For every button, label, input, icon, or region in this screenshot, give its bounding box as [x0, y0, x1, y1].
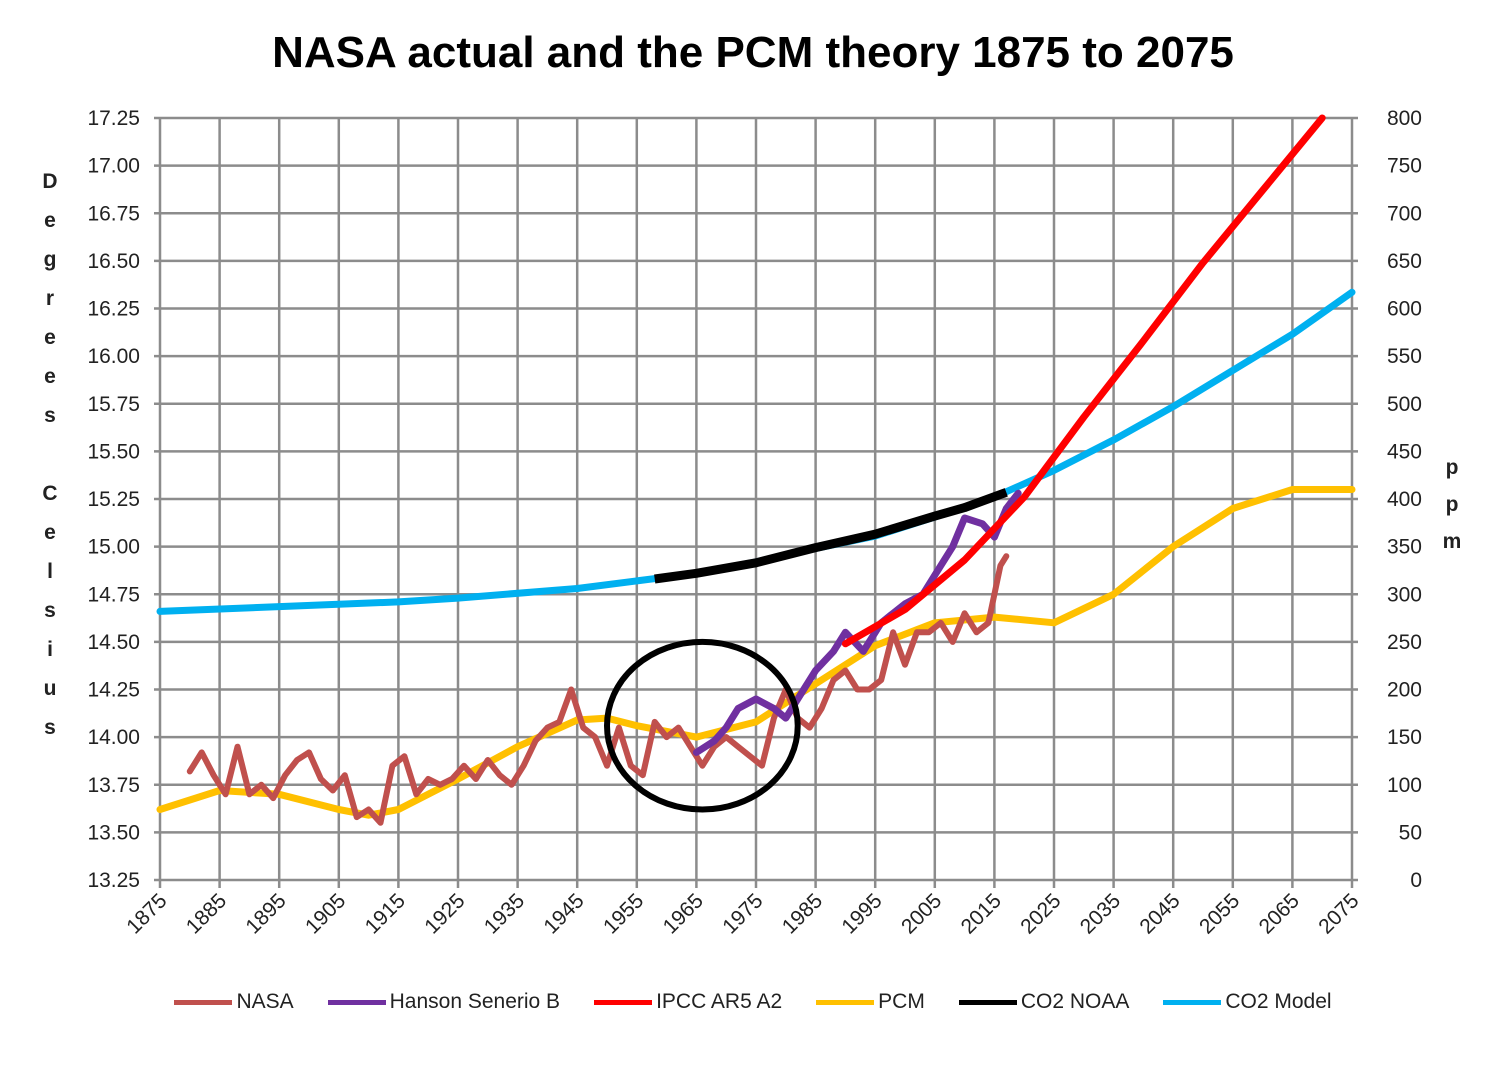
- legend-item: CO2 Model: [1163, 990, 1332, 1014]
- x-tick-label: 2055: [1195, 889, 1244, 938]
- legend-swatch: [1163, 999, 1222, 1005]
- y-tick-label-left: 13.25: [87, 869, 140, 892]
- y-tick-label-left: 16.75: [87, 202, 140, 225]
- x-tick-label: 1915: [361, 889, 410, 938]
- y-tick-label-right: 500: [1387, 393, 1422, 416]
- x-tick-label: 2035: [1076, 889, 1125, 938]
- y-tick-label-right: 0: [1410, 869, 1422, 892]
- legend-item: Hanson Senerio B: [327, 990, 561, 1014]
- y-tick-label-left: 15.00: [87, 536, 140, 559]
- y-tick-label-left: 14.25: [87, 679, 140, 702]
- y-tick-label-left: 17.00: [87, 155, 140, 178]
- legend-item: NASA: [174, 990, 294, 1014]
- y-tick-label-left: 16.00: [87, 345, 140, 368]
- axis-label-letter: e: [44, 326, 56, 349]
- axis-label-letter: m: [1442, 530, 1462, 553]
- axis-label-letter: s: [44, 599, 56, 622]
- axis-label-letter: s: [44, 404, 56, 427]
- x-tick-label: 1925: [420, 889, 469, 938]
- x-tick-label: 1975: [718, 889, 767, 938]
- series-line-ipcc-ar5-a2: [841, 114, 1326, 648]
- x-tick-label: 1955: [599, 889, 648, 938]
- y-tick-label-right: 600: [1387, 298, 1422, 321]
- axis-label-letter: r: [45, 287, 55, 310]
- x-tick-label: 1875: [122, 889, 171, 938]
- legend-item: CO2 NOAA: [958, 990, 1130, 1014]
- series-line-co2-noaa: [654, 488, 1008, 584]
- legend-label: NASA: [236, 990, 294, 1013]
- x-tick-label: 1895: [241, 889, 290, 938]
- legend-label: CO2 Model: [1225, 990, 1332, 1013]
- axis-label-letter: s: [44, 716, 56, 739]
- legend: NASA Hanson Senerio B IPCC AR5 A2 PCM CO2 NO…: [0, 990, 1506, 1014]
- chart-title: NASA actual and the PCM theory 1875 to 2…: [272, 28, 1234, 77]
- y-tick-label-left: 14.50: [87, 631, 140, 654]
- axis-label-letter: e: [44, 365, 56, 388]
- legend-item: PCM: [816, 990, 925, 1014]
- x-tick-label: 2075: [1314, 889, 1363, 938]
- series-line-nasa: [186, 553, 1010, 826]
- y-tick-label-right: 200: [1387, 679, 1422, 702]
- y-tick-label-left: 16.50: [87, 250, 140, 273]
- x-tick-label: 1945: [539, 889, 588, 938]
- axis-label-letter: D: [42, 170, 58, 193]
- y-tick-label-left: 14.00: [87, 726, 140, 749]
- y-tick-label-left: 16.25: [87, 298, 140, 321]
- y-tick-label-left: 13.75: [87, 774, 140, 797]
- x-tick-label: 2005: [897, 889, 946, 938]
- y-tick-label-right: 650: [1387, 250, 1422, 273]
- y-tick-label-right: 100: [1387, 774, 1422, 797]
- legend-label: PCM: [878, 990, 925, 1013]
- legend-swatch: [327, 999, 386, 1005]
- axis-label-letter: e: [44, 521, 56, 544]
- y-tick-label-right: 550: [1387, 345, 1422, 368]
- y-tick-label-left: 15.50: [87, 440, 140, 463]
- x-tick-label: 1985: [778, 889, 827, 938]
- y-tick-label-right: 300: [1387, 583, 1422, 606]
- legend-label: IPCC AR5 A2: [656, 990, 783, 1013]
- y-tick-label-right: 750: [1387, 155, 1422, 178]
- y-tick-label-right: 150: [1387, 726, 1422, 749]
- x-tick-label: 2015: [957, 889, 1006, 938]
- x-tick-label: 1995: [837, 889, 886, 938]
- y-tick-label-left: 13.50: [87, 821, 140, 844]
- y-tick-label-left: 15.75: [87, 393, 140, 416]
- y-tick-label-left: 17.25: [87, 107, 140, 130]
- legend-label: CO2 NOAA: [1020, 990, 1130, 1013]
- axis-label-letter: u: [43, 677, 57, 700]
- legend-swatch: [816, 999, 875, 1005]
- x-tick-label: 1935: [480, 889, 529, 938]
- annotation-circle: [604, 638, 801, 813]
- y-tick-label-left: 14.75: [87, 583, 140, 606]
- axis-label-letter: p: [1445, 493, 1459, 516]
- legend-swatch: [958, 999, 1017, 1005]
- y-tick-label-right: 700: [1387, 202, 1422, 225]
- y-tick-label-right: 350: [1387, 536, 1422, 559]
- y-tick-label-right: 400: [1387, 488, 1422, 511]
- x-tick-label: 2025: [1016, 889, 1065, 938]
- legend-label: Hanson Senerio B: [389, 990, 561, 1013]
- legend-item: IPCC AR5 A2: [594, 990, 782, 1014]
- x-tick-label: 2045: [1135, 889, 1184, 938]
- axis-label-letter: e: [44, 209, 56, 232]
- y-tick-label-right: 50: [1399, 821, 1422, 844]
- x-tick-label: 2065: [1255, 889, 1304, 938]
- axis-label-letter: l: [47, 560, 53, 583]
- axis-label-letter: C: [42, 482, 58, 505]
- y-tick-label-right: 800: [1387, 107, 1422, 130]
- x-tick-label: 1905: [301, 889, 350, 938]
- x-tick-label: 1965: [659, 889, 708, 938]
- legend-swatch: [174, 999, 233, 1005]
- x-tick-label: 1885: [182, 889, 231, 938]
- y-tick-label-right: 250: [1387, 631, 1422, 654]
- axis-label-letter: p: [1445, 456, 1459, 479]
- legend-swatch: [594, 999, 653, 1005]
- y-tick-label-left: 15.25: [87, 488, 140, 511]
- axis-label-letter: g: [43, 248, 57, 271]
- y-tick-label-right: 450: [1387, 440, 1422, 463]
- axis-label-letter: i: [47, 638, 53, 661]
